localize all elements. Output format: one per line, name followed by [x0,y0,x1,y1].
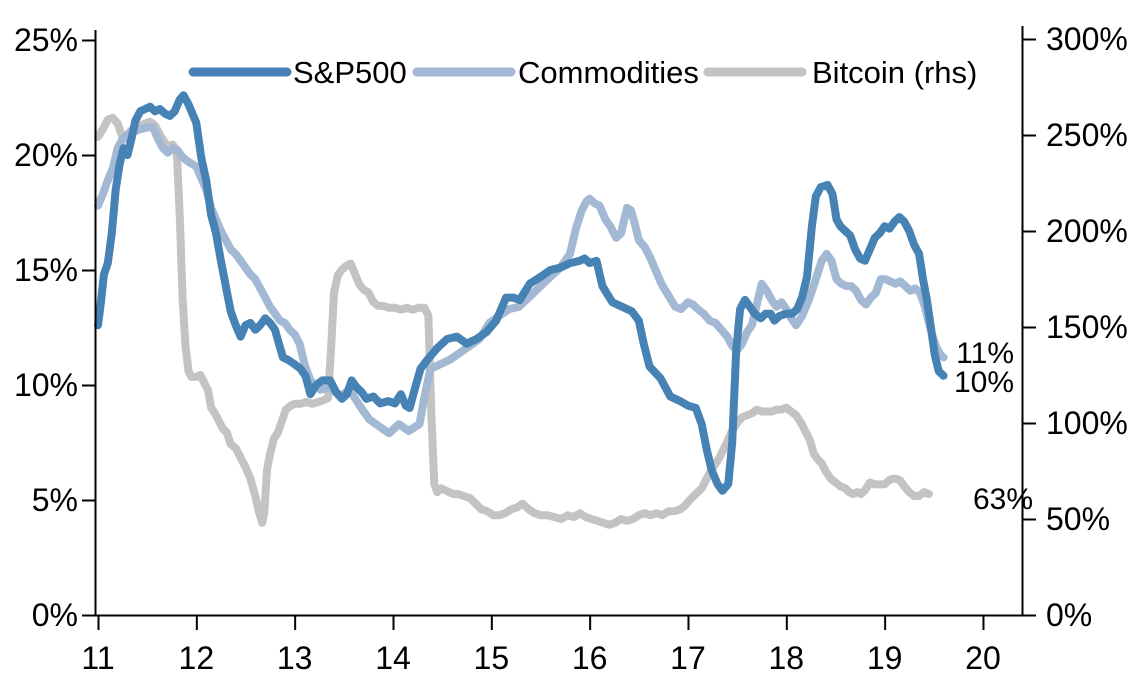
end-value-label-commodities-end: 11% [956,337,1014,370]
x-axis-tick-label: 14 [375,640,411,676]
x-axis-tick-label: 12 [179,640,215,676]
left-axis-tick-label: 5% [32,482,78,518]
series-line-commodities [94,123,948,438]
end-value-label-bitcoin-end: 63% [973,483,1033,516]
legend-label-commodities: Commodities [518,55,699,90]
legend-label-sp500: S&P500 [293,55,407,90]
x-axis-tick-label: 19 [867,640,903,676]
right-axis-tick-label: 0% [1046,597,1092,633]
x-axis-tick-label: 15 [474,640,510,676]
right-axis-tick-label: 200% [1046,213,1128,249]
left-axis-tick-label: 20% [14,137,78,173]
legend-label-bitcoin: Bitcoin (rhs) [812,55,977,90]
x-axis-tick-label: 17 [670,640,706,676]
end-value-label-sp500-end: 10% [954,366,1014,399]
left-axis-tick-label: 25% [14,22,78,58]
x-axis-tick-label: 13 [277,640,313,676]
right-axis-tick-label: 150% [1046,309,1128,345]
left-axis-tick-label: 0% [32,597,78,633]
right-axis-tick-label: 300% [1046,21,1128,57]
series-line-sp500 [94,91,948,495]
left-axis-tick-label: 15% [14,252,78,288]
right-axis-tick-label: 100% [1046,405,1128,441]
right-axis-tick-label: 250% [1046,117,1128,153]
x-axis-tick-label: 18 [769,640,805,676]
series-line-bitcoin [94,113,933,529]
left-axis-tick-label: 10% [14,367,78,403]
x-axis-tick-label: 16 [572,640,608,676]
x-axis-tick-label: 11 [81,640,114,676]
x-axis-tick-label: 20 [965,640,1001,676]
right-axis-tick-label: 50% [1046,501,1110,537]
